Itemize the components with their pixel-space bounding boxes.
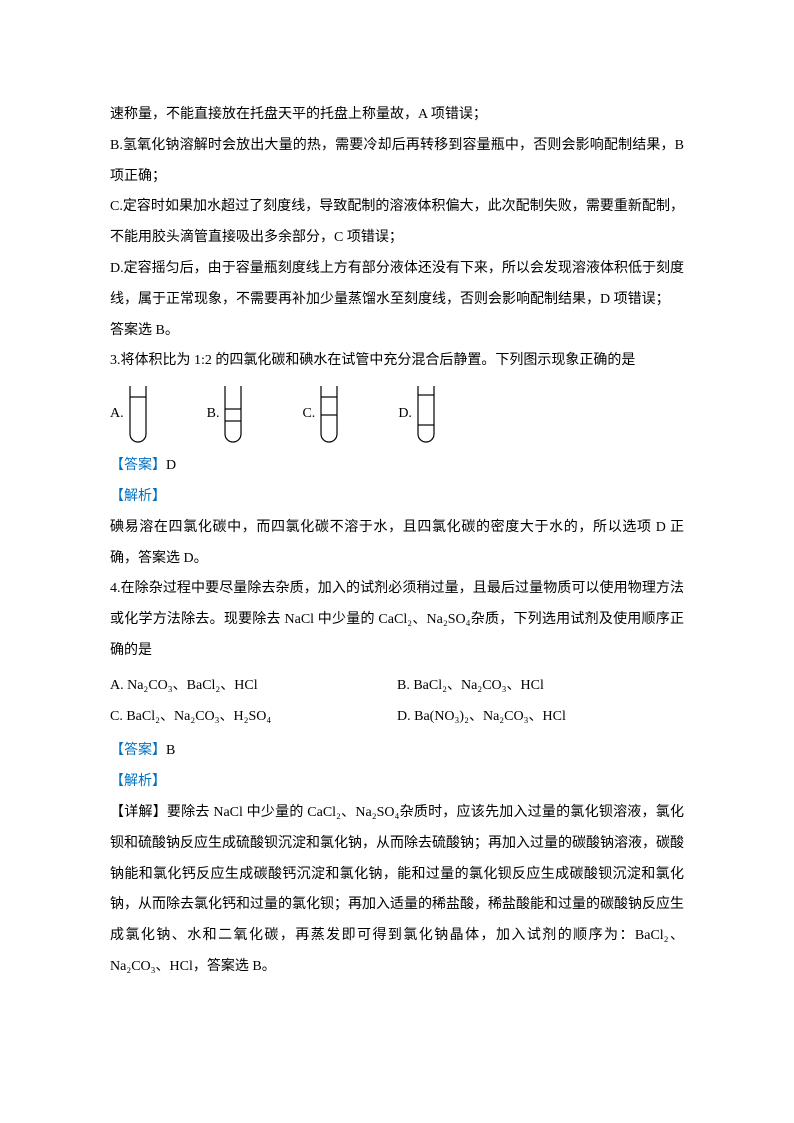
explain-label: 【解析】: [110, 482, 684, 513]
q4-option-a: A. Na₂CO₃、BaCl₂、HCl: [110, 671, 397, 702]
question-3: 3.将体积比为 1:2 的四氯化碳和碘水在试管中充分混合后静置。下列图示现象正确…: [110, 346, 684, 377]
paragraph: 答案选 B。: [110, 316, 684, 347]
q4-option-d: D. Ba(NO₃)₂、Na₂CO₃、HCl: [397, 702, 684, 733]
q3-answer: 【答案】D: [110, 451, 684, 482]
explain-heading: 【解析】: [110, 774, 166, 789]
option-letter: A.: [110, 399, 124, 430]
q4-answer: 【答案】B: [110, 736, 684, 767]
option-letter: C.: [302, 399, 315, 430]
test-tube-icon: [417, 385, 435, 443]
paragraph: B.氢氧化钠溶解时会放出大量的热，需要冷却后再转移到容量瓶中，否则会影响配制结果…: [110, 131, 684, 193]
answer-value: B: [166, 743, 175, 758]
q3-options-row: A. B. C. D.: [110, 385, 684, 443]
explain-heading: 【解析】: [110, 489, 166, 504]
paragraph: 速称量，不能直接放在托盘天平的托盘上称量故，A 项错误；: [110, 100, 684, 131]
paragraph: D.定容摇匀后，由于容量瓶刻度线上方有部分液体还没有下来，所以会发现溶液体积低于…: [110, 254, 684, 316]
answer-label: 【答案】: [110, 743, 166, 758]
explain-label: 【解析】: [110, 767, 684, 798]
q4-options: A. Na₂CO₃、BaCl₂、HCl B. BaCl₂、Na₂CO₃、HCl …: [110, 671, 684, 733]
q3-option-b: B.: [207, 385, 243, 443]
test-tube-icon: [320, 385, 338, 443]
answer-value: D: [166, 458, 176, 473]
q3-option-d: D.: [398, 385, 435, 443]
q3-explanation: 碘易溶在四氯化碳中，而四氯化碳不溶于水，且四氯化碳的密度大于水的，所以选项 D …: [110, 513, 684, 575]
test-tube-icon: [224, 385, 242, 443]
question-4: 4.在除杂过程中要尽量除去杂质，加入的试剂必须稍过量，且最后过量物质可以使用物理…: [110, 574, 684, 666]
q3-option-c: C.: [302, 385, 338, 443]
option-letter: B.: [207, 399, 220, 430]
answer-label: 【答案】: [110, 458, 166, 473]
q4-option-b: B. BaCl₂、Na₂CO₃、HCl: [397, 671, 684, 702]
q4-explanation: 【详解】要除去 NaCl 中少量的 CaCl₂、Na₂SO₄杂质时，应该先加入过…: [110, 798, 684, 983]
test-tube-icon: [129, 385, 147, 443]
q4-option-c: C. BaCl₂、Na₂CO₃、H₂SO₄: [110, 702, 397, 733]
option-letter: D.: [398, 399, 412, 430]
paragraph: C.定容时如果加水超过了刻度线，导致配制的溶液体积偏大，此次配制失败，需要重新配…: [110, 192, 684, 254]
q3-option-a: A.: [110, 385, 147, 443]
